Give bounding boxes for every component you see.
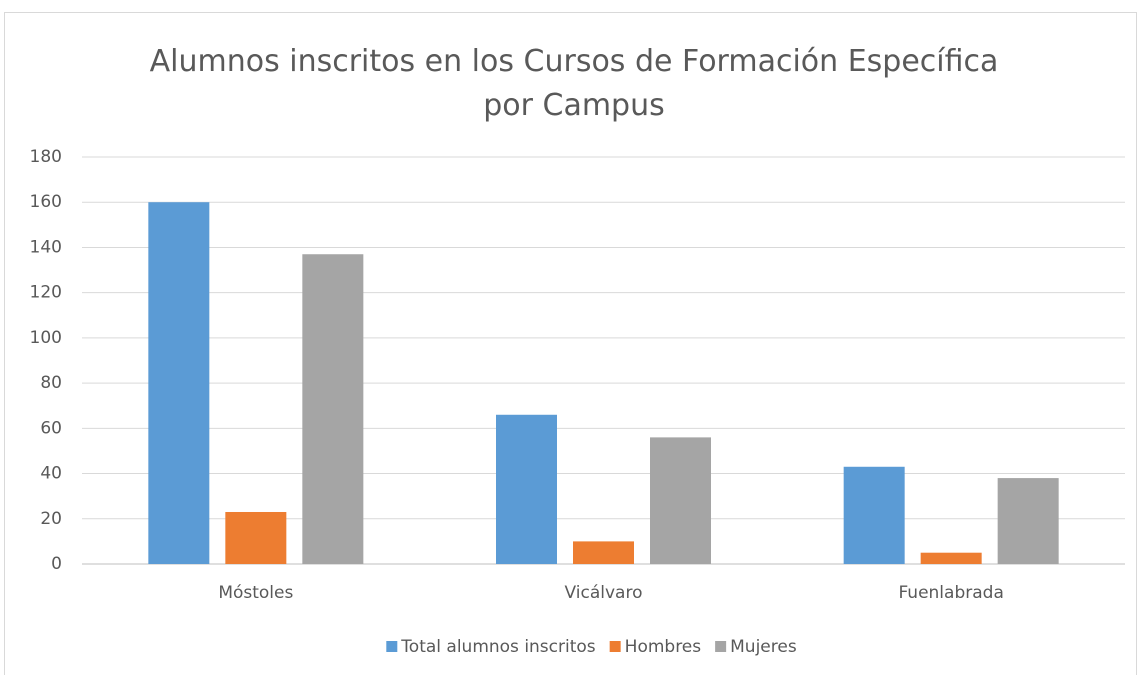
y-tick-label: 40 — [40, 464, 62, 484]
chart-border — [4, 12, 1137, 675]
x-tick-label: Fuenlabrada — [898, 583, 1003, 603]
y-tick-label: 120 — [30, 283, 62, 303]
legend-swatch — [386, 641, 398, 652]
bar — [843, 466, 905, 564]
bar — [650, 437, 711, 564]
y-tick-label: 80 — [40, 373, 62, 393]
bar — [302, 254, 364, 564]
bar — [148, 202, 210, 564]
y-tick-label: 100 — [30, 328, 62, 348]
y-tick-label: 20 — [40, 509, 62, 529]
bar — [496, 414, 557, 564]
bar — [573, 541, 634, 564]
legend-label: Total alumnos inscritos — [400, 637, 595, 657]
y-tick-label: 160 — [30, 192, 62, 212]
legend-label: Mujeres — [730, 637, 797, 657]
y-tick-label: 140 — [30, 237, 62, 257]
x-tick-label: Vicálvaro — [565, 583, 643, 603]
bar — [920, 552, 982, 564]
chart-title: Alumnos inscritos en los Cursos de Forma… — [149, 44, 999, 123]
x-tick-label: Móstoles — [218, 583, 293, 603]
legend-label: Hombres — [625, 637, 702, 657]
y-tick-label: 180 — [30, 147, 62, 167]
bar — [225, 511, 287, 564]
legend-swatch — [715, 641, 727, 652]
y-tick-label: 60 — [40, 418, 62, 438]
legend-swatch — [609, 641, 621, 652]
y-tick-label: 0 — [51, 554, 62, 574]
bar — [997, 478, 1059, 564]
